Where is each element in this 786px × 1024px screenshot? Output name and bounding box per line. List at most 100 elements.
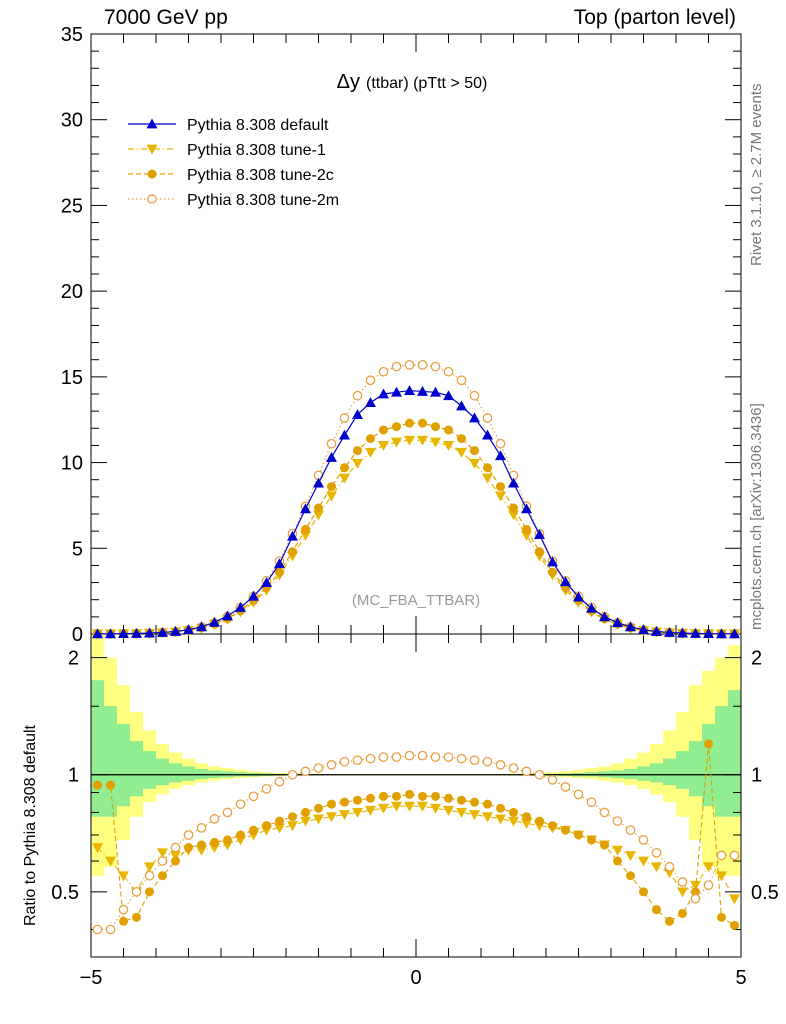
main-ytick-label: 20: [61, 281, 83, 303]
main-point: [417, 360, 428, 370]
main-point: [495, 438, 506, 449]
legend-label: Pythia 8.308 tune-2c: [187, 167, 334, 184]
main-point: [547, 556, 558, 567]
main-point: [118, 628, 129, 639]
ratio-point: [145, 887, 154, 897]
main-point: [209, 616, 220, 627]
ratio-point: [274, 823, 285, 834]
main-point: [313, 477, 324, 488]
main-point: [391, 437, 402, 448]
main-point: [300, 503, 311, 514]
ratio-point: [197, 840, 206, 850]
ratio-point: [521, 818, 532, 829]
ratio-point: [365, 805, 376, 816]
ratio-point: [717, 912, 726, 922]
band-inner-bin: [143, 751, 156, 789]
ratio-point: [612, 845, 623, 856]
band-inner-bin: [104, 706, 117, 817]
main-ytick-label: 15: [61, 367, 83, 389]
main-point: [586, 602, 597, 613]
ratio-point: [274, 776, 285, 787]
ratio-point: [314, 803, 323, 813]
ratio-point: [548, 821, 557, 831]
ratio-point: [339, 756, 350, 767]
ratio-point: [677, 887, 688, 898]
ratio-point: [170, 842, 181, 853]
main-point: [327, 482, 336, 492]
main-point: [522, 524, 531, 534]
main-point: [495, 450, 506, 461]
main-point: [444, 425, 453, 435]
main-point: [482, 429, 493, 440]
ratio-point: [652, 905, 661, 915]
main-point: [326, 451, 337, 462]
main-point: [703, 628, 714, 639]
ratio-point: [469, 755, 480, 766]
ratio-point: [443, 752, 454, 762]
ratio-point: [261, 783, 272, 794]
main-point: [326, 491, 337, 502]
main-point: [430, 386, 441, 397]
ratio-point: [664, 861, 675, 872]
main-point: [300, 531, 311, 541]
ratio-point: [196, 823, 207, 833]
main-point: [378, 366, 389, 377]
main-point: [430, 437, 441, 448]
ratio-point: [535, 816, 544, 826]
ratio-point: [678, 908, 687, 918]
ratio-point: [730, 920, 739, 930]
ratio-point: [690, 893, 701, 904]
main-point: [469, 459, 480, 469]
ratio-frame: [90, 633, 742, 958]
ratio-xtick-label: 5: [735, 967, 746, 989]
ratio-point: [508, 816, 519, 827]
band-inner-bin: [637, 766, 650, 781]
ratio-point: [573, 789, 584, 800]
main-point: [353, 446, 362, 456]
main-ytick-label: 0: [72, 624, 83, 646]
ratio-point: [405, 789, 414, 799]
ratio-point: [560, 782, 571, 792]
band-inner-bin: [650, 763, 663, 783]
main-point: [352, 409, 363, 419]
ratio-point: [352, 808, 363, 818]
ratio-point: [651, 847, 662, 858]
ratio-xtick-label: 0: [410, 967, 421, 989]
band-inner-bin: [624, 768, 637, 780]
main-point: [235, 601, 246, 612]
main-point: [365, 397, 376, 407]
main-point: [443, 441, 454, 451]
main-point: [599, 611, 610, 622]
main-point: [417, 385, 428, 396]
ratio-point: [483, 799, 492, 809]
ratio-point: [496, 803, 505, 813]
legend-marker: [147, 169, 157, 179]
ratio-series-2: [92, 750, 740, 935]
main-point: [664, 626, 675, 637]
ratio-point: [521, 766, 532, 777]
band-inner-bin: [676, 751, 689, 789]
ratio-point: [391, 752, 402, 762]
ratio-point: [119, 916, 128, 926]
main-point: [340, 463, 349, 473]
main-ytick-label: 25: [61, 195, 83, 217]
main-point: [457, 434, 466, 444]
ratio-point: [431, 791, 440, 801]
main-point: [352, 390, 363, 401]
ratio-point: [677, 877, 688, 887]
header-right: Top (parton level): [573, 6, 736, 29]
ratio-point: [626, 871, 635, 881]
band-inner-bin: [715, 706, 728, 817]
ratio-xtick-label: −5: [80, 967, 103, 989]
ratio-bands: [91, 634, 741, 876]
main-point: [313, 510, 324, 521]
ratio-point: [287, 769, 298, 780]
ratio-point: [392, 791, 401, 801]
ratio-point: [703, 880, 714, 891]
ratio-point: [638, 856, 649, 867]
ratio-point: [106, 780, 115, 790]
ratio-ytick-label: 1: [68, 765, 79, 787]
band-inner-bin: [91, 680, 104, 817]
main-point: [443, 366, 454, 377]
